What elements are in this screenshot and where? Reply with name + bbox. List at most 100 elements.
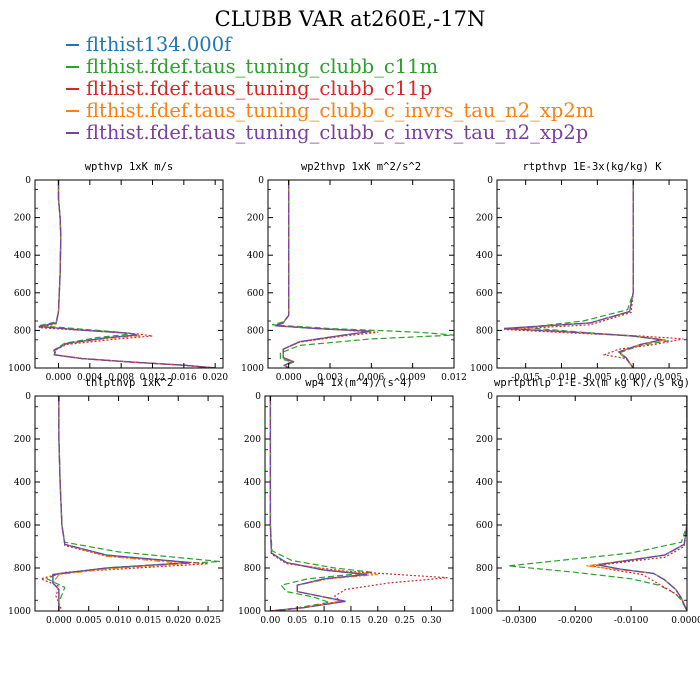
y-tick-label: 800	[476, 326, 493, 336]
legend-swatch	[66, 43, 79, 46]
series-line-3	[504, 180, 684, 368]
series-line-3	[274, 180, 379, 368]
series-line-2	[525, 180, 670, 368]
y-tick-label: 400	[476, 478, 493, 488]
series-line-5	[504, 180, 663, 368]
legend-item-flthist134: flthist134.000f	[66, 34, 594, 56]
legend-swatch	[66, 131, 79, 134]
x-tick-label: 0.020	[165, 616, 191, 626]
panel-title: wprtpthlp 1-E-3x(m kg K)/(s kg)	[494, 377, 690, 389]
series-line-5	[274, 180, 372, 368]
y-tick-label: 1000	[8, 364, 31, 374]
x-tick-label: 0.005	[656, 373, 682, 383]
legend-label: flthist.fdef.taus_tuning_clubb_c11p	[86, 77, 433, 100]
series-line-1	[597, 396, 687, 611]
panel-6: 0 200 400 600 800 1000 -0.0300 -0.0200 -0.0100 0.…	[470, 377, 700, 626]
y-tick-label: 0	[487, 392, 493, 402]
y-tick-label: 400	[247, 251, 264, 261]
x-tick-label: -0.015	[511, 373, 540, 383]
y-tick-label: 800	[244, 564, 261, 574]
series-line-1	[52, 396, 191, 611]
y-tick-label: 0	[487, 176, 493, 186]
y-tick-label: 800	[247, 326, 264, 336]
series-line-5	[52, 396, 191, 611]
x-tick-label: 0.008	[108, 373, 134, 383]
legend-item-c11p: flthist.fdef.taus_tuning_clubb_c11p	[66, 78, 594, 100]
y-tick-label: 200	[476, 214, 493, 224]
legend-item-c11m: flthist.fdef.taus_tuning_clubb_c11m	[66, 56, 594, 78]
plot-frame	[267, 179, 455, 369]
y-tick-label: 0	[25, 392, 31, 402]
figure-title: CLUBB VAR at260E,-17N	[214, 7, 486, 31]
series-line-2	[269, 396, 373, 611]
x-tick-label: 0.009	[400, 373, 426, 383]
series-line-1	[504, 180, 663, 368]
x-tick-label: 0.0000	[671, 616, 700, 626]
y-tick-label: 1000	[241, 364, 264, 374]
y-tick-label: 600	[476, 521, 493, 531]
series-line-2	[508, 396, 687, 611]
x-tick-label: 0.003	[317, 373, 343, 383]
legend-swatch	[66, 65, 79, 68]
panel-title: thlpthvp 1xK^2	[85, 377, 174, 389]
x-tick-label: 0.25	[395, 616, 415, 626]
y-tick-label: 1000	[238, 607, 261, 617]
x-tick-label: 0.010	[106, 616, 132, 626]
y-tick-label: 200	[14, 214, 31, 224]
legend-item-xp2p: flthist.fdef.taus_tuning_clubb_c_invrs_t…	[66, 122, 594, 144]
series-line-1	[269, 396, 368, 611]
y-tick-label: 800	[14, 564, 31, 574]
x-tick-label: 0.005	[76, 616, 102, 626]
y-tick-label: 400	[14, 251, 31, 261]
series-line-3	[591, 396, 687, 611]
legend: flthist134.000f flthist.fdef.taus_tuning…	[66, 34, 594, 144]
x-tick-label: 0.000	[46, 616, 72, 626]
y-tick-label: 600	[14, 521, 31, 531]
y-tick-label: 600	[476, 289, 493, 299]
series-line-5	[269, 396, 368, 611]
y-tick-label: 400	[476, 251, 493, 261]
y-tick-label: 1000	[470, 607, 493, 617]
panel-title: rtpthvp 1E-3x(kg/kg) K	[522, 161, 662, 173]
x-tick-label: 0.000	[620, 373, 646, 383]
x-tick-label: -0.005	[583, 373, 612, 383]
panel-1: 0 200 400 600 800 1000 0.000 0.004 0.008 0.012 0.0…	[8, 161, 228, 383]
legend-label: flthist.fdef.taus_tuning_clubb_c_invrs_t…	[86, 121, 589, 144]
legend-label: flthist.fdef.taus_tuning_clubb_c_invrs_t…	[86, 99, 595, 122]
series-line-5	[38, 180, 216, 368]
series-line-1	[38, 180, 216, 368]
series-line-4	[586, 396, 687, 611]
panel-3: 0 200 400 600 800 1000 -0.015 -0.010 -0.005 0.000…	[470, 161, 688, 383]
x-tick-label: 0.10	[314, 616, 334, 626]
y-tick-label: 400	[244, 478, 261, 488]
legend-swatch	[66, 87, 79, 90]
series-line-2	[38, 180, 216, 368]
x-tick-label: 0.012	[140, 373, 166, 383]
plot-frame	[264, 395, 454, 612]
series-line-5	[597, 396, 687, 611]
series-line-4	[511, 180, 666, 368]
x-tick-label: 0.00	[260, 616, 280, 626]
panel-2: 0 200 400 600 800 1000 0.000 0.003 0.006 0.009 0.0…	[241, 161, 467, 383]
plot-frame	[496, 179, 688, 369]
y-tick-label: 800	[476, 564, 493, 574]
y-tick-label: 600	[244, 521, 261, 531]
plot-frame	[34, 179, 224, 369]
y-tick-label: 600	[14, 289, 31, 299]
y-tick-label: 1000	[470, 364, 493, 374]
x-tick-label: 0.012	[441, 373, 467, 383]
panel-title: wp4 1x(m^4)/(s^4)	[305, 377, 412, 389]
x-tick-label: 0.025	[195, 616, 221, 626]
y-tick-label: 200	[247, 214, 264, 224]
y-tick-label: 400	[14, 478, 31, 488]
series-line-3	[269, 396, 448, 611]
x-tick-label: 0.015	[136, 616, 162, 626]
legend-label: flthist134.000f	[86, 33, 232, 56]
x-tick-label: 0.20	[368, 616, 388, 626]
series-line-2	[271, 180, 454, 368]
x-tick-label: 0.006	[358, 373, 384, 383]
x-tick-label: 0.15	[341, 616, 361, 626]
x-tick-label: -0.0200	[558, 616, 593, 626]
